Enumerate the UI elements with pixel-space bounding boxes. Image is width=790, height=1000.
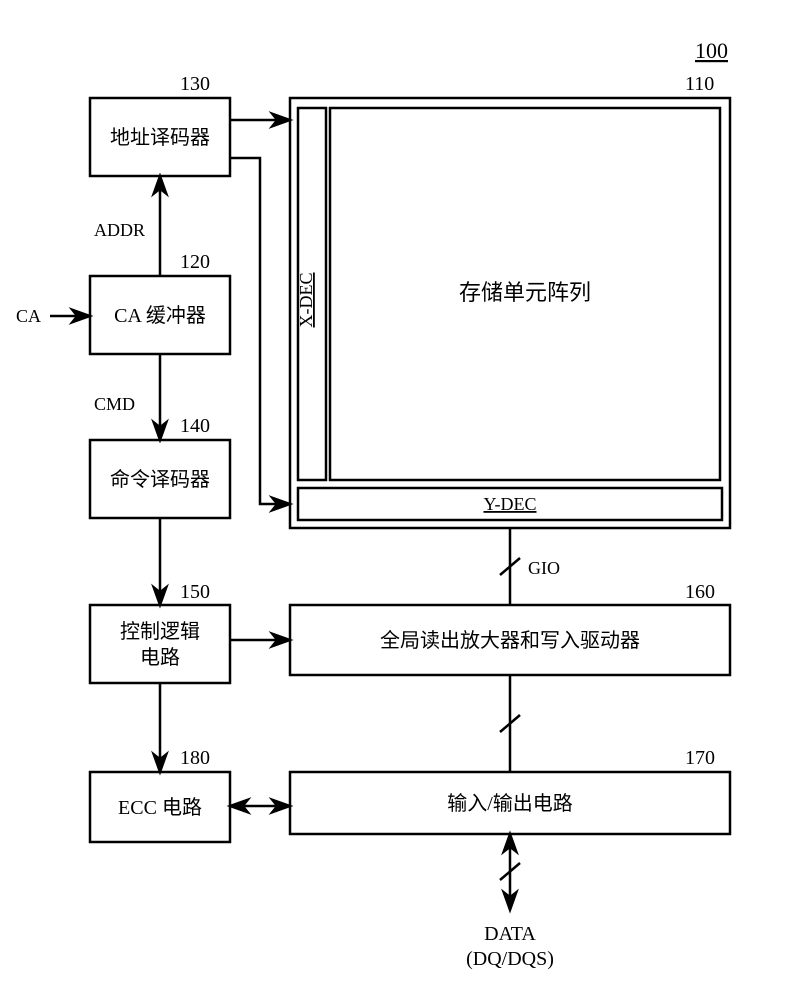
io-circuit-label: 输入/输出电路	[447, 792, 573, 815]
ref-120: 120	[180, 251, 210, 273]
control-logic-box	[90, 605, 230, 683]
ref-170: 170	[685, 747, 715, 769]
address-decoder-label: 地址译码器	[110, 126, 210, 149]
ref-160: 160	[685, 581, 715, 603]
cmd-label: CMD	[94, 394, 135, 414]
command-decoder-label: 命令译码器	[110, 468, 210, 491]
conn-addr-ydec	[230, 158, 290, 504]
ca-buffer-label: CA 缓冲器	[114, 304, 206, 327]
gio-sa-label: 全局读出放大器和写入驱动器	[380, 629, 640, 652]
control-logic-label1: 控制逻辑	[120, 620, 200, 643]
data-label1: DATA	[484, 923, 536, 945]
ecc-label: ECC 电路	[118, 796, 202, 819]
control-logic-label2: 电路	[140, 646, 180, 669]
ca-label: CA	[16, 306, 41, 326]
ref-180: 180	[180, 747, 210, 769]
memory-array-outer	[290, 98, 730, 528]
memory-array-label: 存储单元阵列	[459, 280, 591, 305]
y-dec-label: Y-DEC	[484, 494, 537, 514]
ref-150: 150	[180, 581, 210, 603]
block-diagram: 100 110 X-DEC 存储单元阵列 Y-DEC 130 地址译码器 120…	[0, 0, 790, 1000]
x-dec-label: X-DEC	[296, 273, 316, 328]
data-label2: (DQ/DQS)	[466, 948, 554, 970]
ref-100: 100	[695, 38, 728, 63]
addr-label: ADDR	[94, 220, 145, 240]
ref-130: 130	[180, 73, 210, 95]
ref-110: 110	[685, 73, 714, 95]
gio-label: GIO	[528, 558, 560, 578]
ref-140: 140	[180, 415, 210, 437]
